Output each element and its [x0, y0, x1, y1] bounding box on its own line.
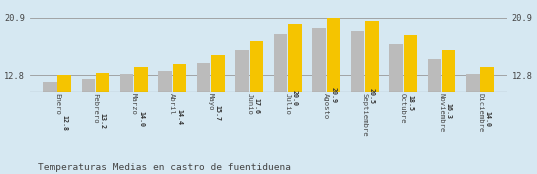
Bar: [197, 63, 211, 167]
Text: 16.3: 16.3: [446, 103, 452, 119]
Bar: [158, 71, 172, 167]
Bar: [211, 55, 224, 167]
Bar: [481, 67, 494, 167]
Text: 14.0: 14.0: [484, 111, 490, 127]
Bar: [288, 24, 302, 167]
Text: 14.0: 14.0: [138, 111, 144, 127]
Bar: [120, 74, 134, 167]
Bar: [428, 59, 441, 167]
Text: 17.6: 17.6: [253, 98, 259, 114]
Bar: [313, 28, 326, 167]
Bar: [43, 82, 56, 167]
Bar: [96, 73, 109, 167]
Bar: [351, 31, 364, 167]
Text: 12.8: 12.8: [61, 115, 67, 131]
Bar: [274, 34, 287, 167]
Bar: [389, 44, 403, 167]
Bar: [57, 75, 71, 167]
Bar: [466, 74, 480, 167]
Bar: [250, 41, 263, 167]
Text: 13.2: 13.2: [99, 113, 106, 129]
Bar: [365, 21, 379, 167]
Bar: [326, 18, 340, 167]
Text: 20.5: 20.5: [369, 88, 375, 104]
Bar: [442, 50, 455, 167]
Text: 14.4: 14.4: [177, 109, 183, 125]
Bar: [403, 35, 417, 167]
Bar: [134, 67, 148, 167]
Bar: [173, 64, 186, 167]
Text: 18.5: 18.5: [407, 95, 413, 111]
Text: Temperaturas Medias en castro de fuentiduena: Temperaturas Medias en castro de fuentid…: [38, 163, 291, 172]
Text: 20.9: 20.9: [330, 87, 336, 103]
Text: 20.0: 20.0: [292, 90, 298, 106]
Bar: [235, 50, 249, 167]
Text: 15.7: 15.7: [215, 105, 221, 121]
Bar: [82, 79, 95, 167]
